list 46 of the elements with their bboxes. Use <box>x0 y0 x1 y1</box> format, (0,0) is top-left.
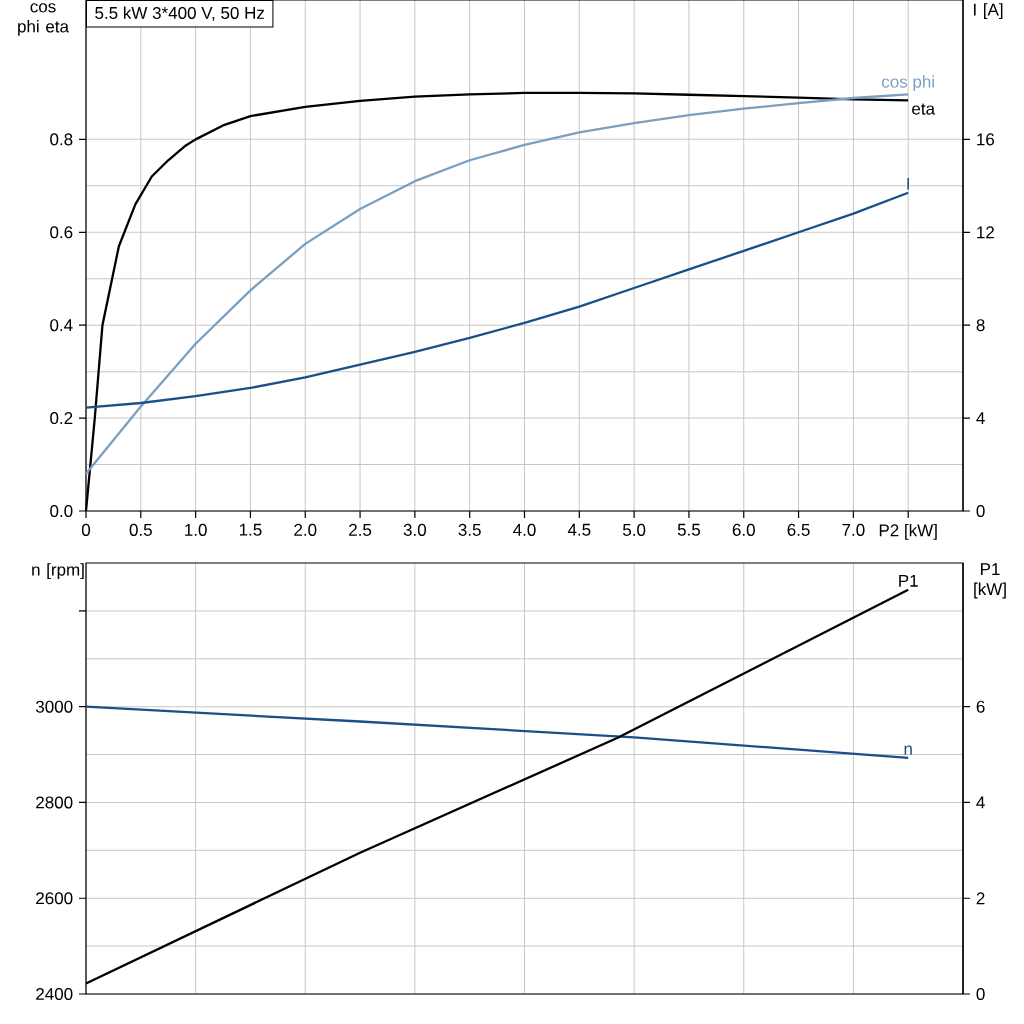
series-label: I <box>907 177 909 190</box>
series-label: eta <box>912 103 936 115</box>
x-tick-label: 3.0 <box>403 523 427 536</box>
y-tick-label: 0.6 <box>50 226 73 239</box>
x-tick-label: 0.5 <box>129 523 152 536</box>
y-tick-label: 2400 <box>36 987 73 1001</box>
series-label: P1 <box>899 574 918 587</box>
x-tick-label: 1.5 <box>239 523 262 536</box>
y2-tick-label: 16 <box>977 133 995 146</box>
y-axis-title: cos phi eta <box>18 3 69 36</box>
x-tick-label: 3.5 <box>458 523 481 536</box>
line-series <box>84 191 910 409</box>
x-tick-label: 5.0 <box>622 523 646 536</box>
y2-tick-label: 0 <box>976 987 985 1001</box>
series-label: n <box>904 745 912 755</box>
y2-tick-label: 6 <box>976 700 985 713</box>
x-tick-label: 5.5 <box>677 523 701 536</box>
y2-tick-label: 8 <box>976 319 985 332</box>
y-axis-title: n [rpm] <box>32 563 84 580</box>
x-tick-label: 2.0 <box>294 523 317 536</box>
x-tick-label: 0 <box>81 523 91 536</box>
y2-tick-label: 4 <box>976 412 985 424</box>
y2-tick-label: 0 <box>976 504 985 518</box>
x-tick-label: P2 [kW] <box>879 523 937 540</box>
chart-title: 5.5 kW 3*400 V, 50 Hz <box>95 6 265 21</box>
x-tick-label: 4.5 <box>567 523 591 536</box>
y2-tick-label: 12 <box>977 226 994 239</box>
y2-tick-label: 2 <box>976 892 985 905</box>
line-series <box>84 705 910 760</box>
x-tick-label: 6.5 <box>787 523 810 536</box>
series-label: cos phi <box>881 75 934 92</box>
y-tick-label: 0.8 <box>50 133 73 146</box>
x-tick-label: 7.0 <box>842 523 865 536</box>
x-tick-label: 4.0 <box>513 523 536 536</box>
y-tick-label: 2600 <box>36 892 73 905</box>
x-tick-label: 1.0 <box>185 523 207 536</box>
x-tick-label: 2.5 <box>349 523 372 536</box>
y2-tick-label: 4 <box>976 796 985 809</box>
y2-axis-title: P1 [kW] <box>974 563 1006 599</box>
y-tick-label: 3000 <box>35 700 73 713</box>
y2-axis-title: I [A] <box>974 3 1003 20</box>
y-tick-label: 0.0 <box>50 504 73 518</box>
y-tick-label: 0.2 <box>50 412 73 425</box>
y-tick-label: 0.4 <box>50 319 73 332</box>
x-tick-label: 6.0 <box>732 523 755 536</box>
y-tick-label: 2800 <box>36 796 73 809</box>
